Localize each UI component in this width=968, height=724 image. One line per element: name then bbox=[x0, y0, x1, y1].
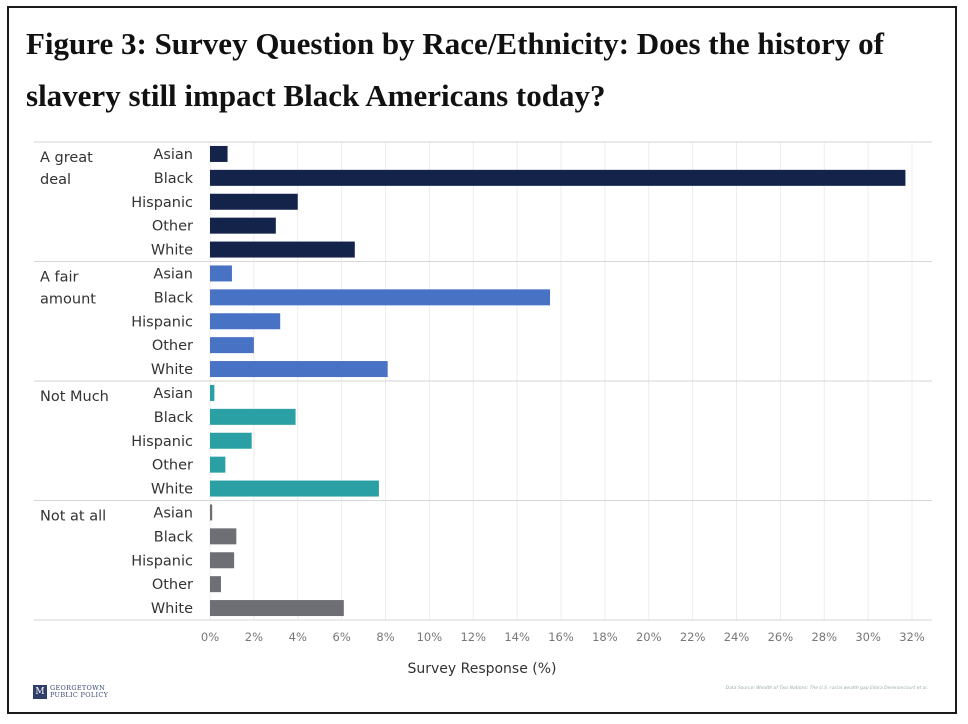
category-label: Black bbox=[154, 529, 194, 545]
category-label: Hispanic bbox=[131, 434, 193, 450]
category-label: White bbox=[151, 482, 193, 498]
category-label: Other bbox=[152, 577, 193, 593]
group-label: Not at all bbox=[40, 509, 106, 525]
georgetown-logo: M GEORGETOWN PUBLIC POLICY bbox=[33, 684, 108, 700]
category-label: Asian bbox=[153, 505, 193, 521]
category-label: White bbox=[151, 362, 193, 378]
bar bbox=[210, 289, 551, 306]
bar bbox=[210, 528, 237, 545]
bar bbox=[210, 576, 221, 593]
x-tick-label: 6% bbox=[333, 630, 351, 644]
category-label: Other bbox=[152, 219, 193, 235]
bar bbox=[210, 504, 213, 521]
group-label: deal bbox=[40, 172, 71, 188]
x-tick-label: 24% bbox=[724, 630, 750, 644]
category-label: Black bbox=[154, 410, 194, 426]
bar bbox=[210, 408, 296, 425]
category-label: Other bbox=[152, 338, 193, 354]
x-tick-label: 22% bbox=[680, 630, 706, 644]
figure-frame bbox=[7, 6, 957, 714]
x-tick-label: 28% bbox=[811, 630, 837, 644]
category-label: Hispanic bbox=[131, 314, 193, 330]
category-label: Hispanic bbox=[131, 553, 193, 569]
x-tick-label: 20% bbox=[636, 630, 662, 644]
logo-line-2: PUBLIC POLICY bbox=[50, 691, 109, 699]
x-tick-label: 18% bbox=[592, 630, 618, 644]
category-label: Asian bbox=[153, 386, 193, 402]
bar bbox=[210, 480, 379, 497]
bar bbox=[210, 313, 281, 330]
x-tick-label: 2% bbox=[245, 630, 263, 644]
bar bbox=[210, 456, 226, 473]
group-separators bbox=[34, 141, 932, 621]
bar bbox=[210, 169, 906, 186]
category-label: White bbox=[151, 601, 193, 617]
logo-icon: M bbox=[33, 685, 47, 699]
category-label: White bbox=[151, 243, 193, 259]
bar bbox=[210, 432, 252, 449]
bar bbox=[210, 337, 254, 354]
logo-line-1: GEORGETOWN bbox=[50, 684, 106, 692]
category-label: Other bbox=[152, 458, 193, 474]
category-label: Asian bbox=[153, 266, 193, 282]
x-tick-label: 0% bbox=[201, 630, 219, 644]
bars bbox=[210, 145, 906, 617]
bar bbox=[210, 384, 215, 401]
category-label: Hispanic bbox=[131, 195, 193, 211]
bar bbox=[210, 241, 355, 258]
category-label: Asian bbox=[153, 147, 193, 163]
x-tick-label: 30% bbox=[855, 630, 881, 644]
bar bbox=[210, 265, 232, 282]
x-axis-title: Survey Response (%) bbox=[407, 661, 556, 677]
bar bbox=[210, 552, 235, 569]
x-tick-label: 14% bbox=[504, 630, 530, 644]
group-label: amount bbox=[40, 292, 96, 308]
bar bbox=[210, 217, 276, 234]
x-tick-label: 12% bbox=[460, 630, 486, 644]
x-tick-label: 32% bbox=[899, 630, 925, 644]
bar bbox=[210, 361, 388, 378]
x-tick-label: 10% bbox=[417, 630, 443, 644]
group-labels: A great deal A fair amount Not Much Not at al… bbox=[40, 150, 109, 525]
bar bbox=[210, 145, 228, 162]
bar bbox=[210, 193, 298, 210]
group-label: A great bbox=[40, 150, 93, 166]
group-label: Not Much bbox=[40, 389, 109, 405]
category-labels: Asian Black Hispanic Other White Asian Black Hi… bbox=[131, 147, 193, 617]
x-tick-label: 4% bbox=[289, 630, 307, 644]
category-label: Black bbox=[154, 290, 194, 306]
data-source-note: Data Source: Wealth of Two Nations: The … bbox=[725, 686, 928, 691]
bar bbox=[210, 600, 344, 617]
x-tick-label: 8% bbox=[376, 630, 394, 644]
category-label: Black bbox=[154, 171, 194, 187]
x-tick-label: 16% bbox=[548, 630, 574, 644]
x-tick-label: 26% bbox=[768, 630, 794, 644]
x-tick-labels: 0% 2% 4% 6% 8% 10% 12% 14% 16% 18% 20% 22% 24% 26% 28%… bbox=[201, 630, 925, 644]
group-label: A fair bbox=[40, 270, 79, 286]
chart-title: Figure 3: Survey Question by Race/Ethnic… bbox=[26, 26, 884, 113]
